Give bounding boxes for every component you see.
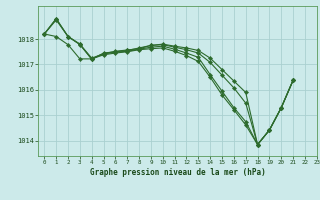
X-axis label: Graphe pression niveau de la mer (hPa): Graphe pression niveau de la mer (hPa)	[90, 168, 266, 177]
